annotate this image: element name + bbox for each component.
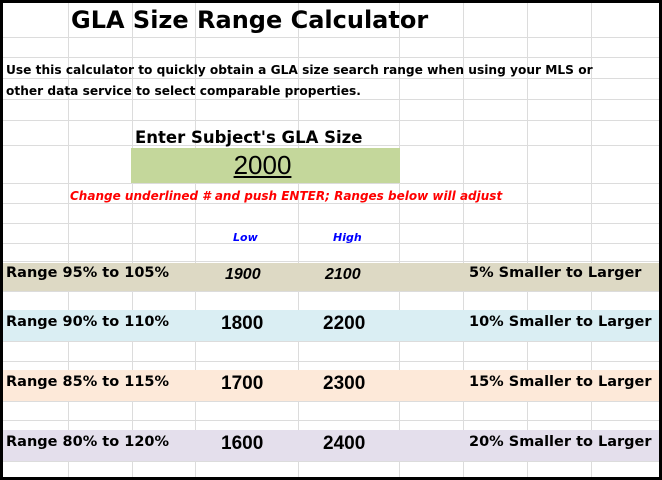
range-label: Range 95% to 105% (6, 265, 170, 281)
input-label: Enter Subject's GLA Size (135, 128, 363, 147)
grid-row-line (3, 99, 659, 100)
range-low-value: 1800 (221, 313, 264, 334)
instruction-text: Change underlined # and push ENTER; Rang… (70, 189, 503, 203)
range-description: 5% Smaller to Larger (469, 265, 642, 281)
grid-column-line (298, 3, 299, 477)
description-line-2: other data service to select comparable … (6, 84, 361, 98)
grid-column-line (195, 3, 196, 477)
range-label: Range 85% to 115% (6, 374, 170, 390)
range-description: 20% Smaller to Larger (469, 434, 652, 450)
column-header-low: Low (233, 231, 258, 244)
grid-row-line (3, 145, 659, 146)
gla-size-input[interactable]: 2000 (131, 148, 400, 183)
grid-row-line (3, 401, 659, 402)
grid-column-line (463, 3, 464, 477)
range-high-value: 2200 (323, 313, 366, 334)
range-low-value: 1700 (221, 373, 264, 394)
grid-column-line (591, 3, 592, 477)
grid-column-line (399, 3, 400, 477)
grid-row-line (3, 37, 659, 38)
range-row-band-3 (3, 370, 659, 401)
gla-size-value[interactable]: 2000 (233, 150, 292, 180)
range-row-band-4 (3, 430, 659, 461)
grid-row-line (3, 361, 659, 362)
column-header-high: High (333, 231, 362, 244)
description-line-1: Use this calculator to quickly obtain a … (6, 63, 593, 77)
range-label: Range 80% to 120% (6, 434, 170, 450)
grid-row-line (3, 291, 659, 292)
range-high-value: 2300 (323, 373, 366, 394)
range-row-band-2 (3, 310, 659, 341)
range-label: Range 90% to 110% (6, 314, 170, 330)
grid-column-line (527, 3, 528, 477)
range-high-value: 2100 (325, 266, 361, 283)
range-high-value: 2400 (323, 433, 366, 454)
grid-row-line (3, 261, 659, 262)
range-low-value: 1900 (225, 266, 261, 283)
range-row-band-1 (3, 263, 659, 291)
grid-column-line (68, 3, 69, 477)
grid-row-line (3, 420, 659, 421)
grid-row-line (3, 183, 659, 184)
page-title: GLA Size Range Calculator (71, 6, 429, 34)
grid-row-line (3, 243, 659, 244)
grid-row-line (3, 78, 659, 79)
grid-row-line (3, 341, 659, 342)
grid-row-line (3, 203, 659, 204)
range-description: 15% Smaller to Larger (469, 374, 652, 390)
range-low-value: 1600 (221, 433, 264, 454)
grid-column-line (132, 3, 133, 477)
range-description: 10% Smaller to Larger (469, 314, 652, 330)
grid-row-line (3, 223, 659, 224)
grid-row-line (3, 120, 659, 121)
grid-row-line (3, 57, 659, 58)
grid-row-line (3, 461, 659, 462)
